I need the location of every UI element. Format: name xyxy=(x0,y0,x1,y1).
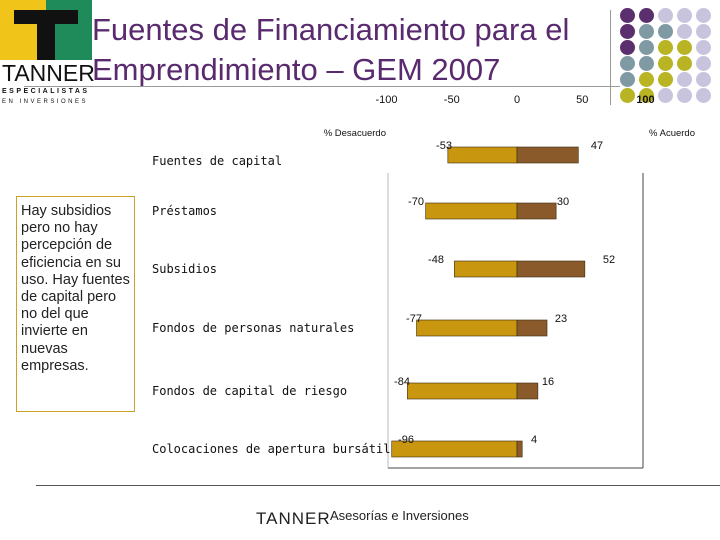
decor-dot xyxy=(620,72,635,87)
agree-data-label: 16 xyxy=(542,376,554,388)
decor-dot xyxy=(696,24,711,39)
slide-title-line-2: Emprendimiento – GEM 2007 xyxy=(92,52,501,87)
decor-dot xyxy=(677,72,692,87)
decor-dot xyxy=(639,88,654,103)
decor-dot xyxy=(658,56,673,71)
logo-subtitle-2: EN INVERSIONES xyxy=(2,99,89,105)
header-category-label: Fuentes de capital xyxy=(152,154,282,168)
decor-dot xyxy=(658,24,673,39)
decor-dot xyxy=(677,88,692,103)
decor-dot xyxy=(639,72,654,87)
disagree-bar xyxy=(447,146,518,164)
disagree-data-label: -48 xyxy=(428,254,444,266)
x-tick-label: 100 xyxy=(636,94,654,106)
agree-bar xyxy=(516,202,557,220)
decor-dot xyxy=(639,8,654,23)
decor-dot xyxy=(620,40,635,55)
axis-left-label: % Desacuerdo xyxy=(324,128,386,139)
category-label: Subsidios xyxy=(152,262,217,276)
decor-divider xyxy=(610,10,611,105)
agree-bar xyxy=(516,440,523,458)
footer-subtitle: Asesorías e Inversiones xyxy=(330,508,469,523)
disagree-bar xyxy=(407,382,518,400)
disagree-data-label: -70 xyxy=(408,196,424,208)
disagree-data-label: -96 xyxy=(398,434,414,446)
agree-bar xyxy=(516,319,548,337)
disagree-data-label: -53 xyxy=(436,140,452,152)
decor-dot xyxy=(620,8,635,23)
agree-data-label: 52 xyxy=(603,254,615,266)
decor-dot xyxy=(677,24,692,39)
decor-dot xyxy=(677,8,692,23)
tanner-logo: TANNER ESPECIALISTAS EN INVERSIONES xyxy=(0,0,95,108)
decor-dot xyxy=(677,40,692,55)
x-tick-label: -50 xyxy=(444,94,460,106)
category-label: Fondos de capital de riesgo xyxy=(152,384,347,398)
agree-data-label: 23 xyxy=(555,313,567,325)
decor-dot xyxy=(696,88,711,103)
decor-dot xyxy=(620,88,635,103)
disagree-data-label: -84 xyxy=(394,376,410,388)
x-tick-label: 0 xyxy=(514,94,520,106)
x-tick-label: -100 xyxy=(375,94,397,106)
slide-title-line-1: Fuentes de Financiamiento para el xyxy=(92,12,570,47)
slide-title: Fuentes de Financiamiento para el Empren… xyxy=(92,10,569,90)
decor-dot xyxy=(658,8,673,23)
logo-emblem xyxy=(0,0,92,60)
decor-dot xyxy=(620,56,635,71)
agree-bar xyxy=(516,260,586,278)
decor-dot xyxy=(620,24,635,39)
logo-subtitle-1: ESPECIALISTAS xyxy=(2,88,90,95)
side-note-text: Hay subsidios pero no hay percepción de … xyxy=(21,203,130,374)
decor-dot xyxy=(639,24,654,39)
footer-divider xyxy=(36,485,720,486)
x-tick-label: 50 xyxy=(576,94,588,106)
decor-dot xyxy=(696,56,711,71)
disagree-bar xyxy=(425,202,518,220)
agree-data-label: 47 xyxy=(591,140,603,152)
category-label: Préstamos xyxy=(152,204,217,218)
logo-t-stem xyxy=(37,10,55,60)
agree-bar xyxy=(516,146,579,164)
disagree-bar xyxy=(454,260,518,278)
decor-dot xyxy=(696,40,711,55)
category-label: Fondos de personas naturales xyxy=(152,321,354,335)
disagree-bar xyxy=(416,319,518,337)
decor-dot xyxy=(639,40,654,55)
disagree-data-label: -77 xyxy=(406,313,422,325)
category-label: Colocaciones de apertura bursátil xyxy=(152,442,390,456)
logo-wordmark: TANNER xyxy=(2,60,95,86)
side-note-box: Hay subsidios pero no hay percepción de … xyxy=(16,196,135,412)
decor-dot xyxy=(658,72,673,87)
footer-brand: TANNER xyxy=(256,509,331,528)
title-divider xyxy=(24,86,620,87)
decor-dot xyxy=(677,56,692,71)
agree-data-label: 30 xyxy=(557,196,569,208)
decor-dot xyxy=(658,88,673,103)
decor-dot xyxy=(696,72,711,87)
decor-dot xyxy=(639,56,654,71)
decor-dot xyxy=(658,40,673,55)
agree-data-label: 4 xyxy=(531,434,537,446)
axis-right-label: % Acuerdo xyxy=(649,128,695,139)
agree-bar xyxy=(516,382,539,400)
decor-dot xyxy=(696,8,711,23)
